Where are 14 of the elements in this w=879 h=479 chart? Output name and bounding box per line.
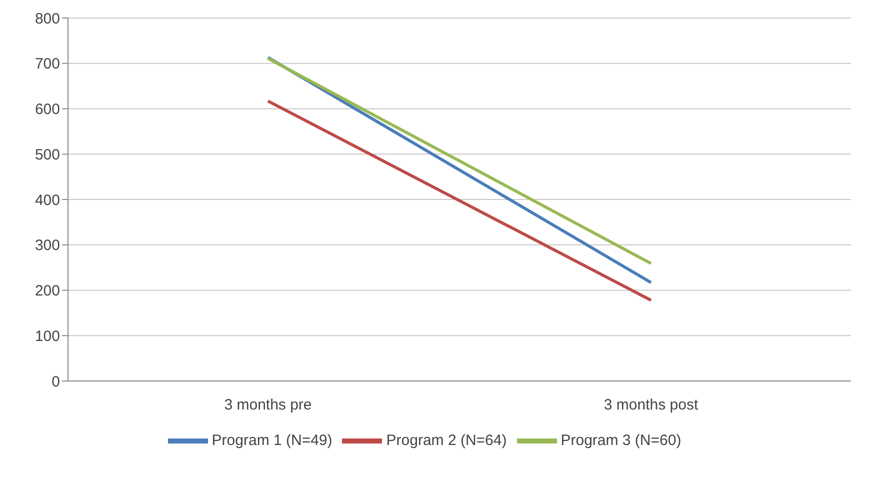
- y-tick-label: 700: [34, 56, 60, 73]
- legend-label: Program 3 (N=60): [560, 432, 682, 449]
- y-tick-label: 800: [34, 10, 60, 28]
- y-tick-label: 0: [52, 373, 60, 390]
- legend-label: Program 1 (N=49): [212, 432, 332, 449]
- y-tick-label: 200: [34, 282, 60, 300]
- legend-label: Program 2 (N=64): [386, 432, 507, 449]
- y-tick-label: 300: [34, 237, 60, 254]
- x-tick-label: 3 months post: [604, 396, 699, 414]
- y-tick-label: 400: [34, 192, 60, 209]
- y-tick-label: 600: [34, 101, 60, 118]
- y-tick-label: 100: [34, 328, 60, 345]
- y-tick-label: 500: [34, 146, 60, 164]
- x-tick-label: 3 months pre: [224, 396, 312, 414]
